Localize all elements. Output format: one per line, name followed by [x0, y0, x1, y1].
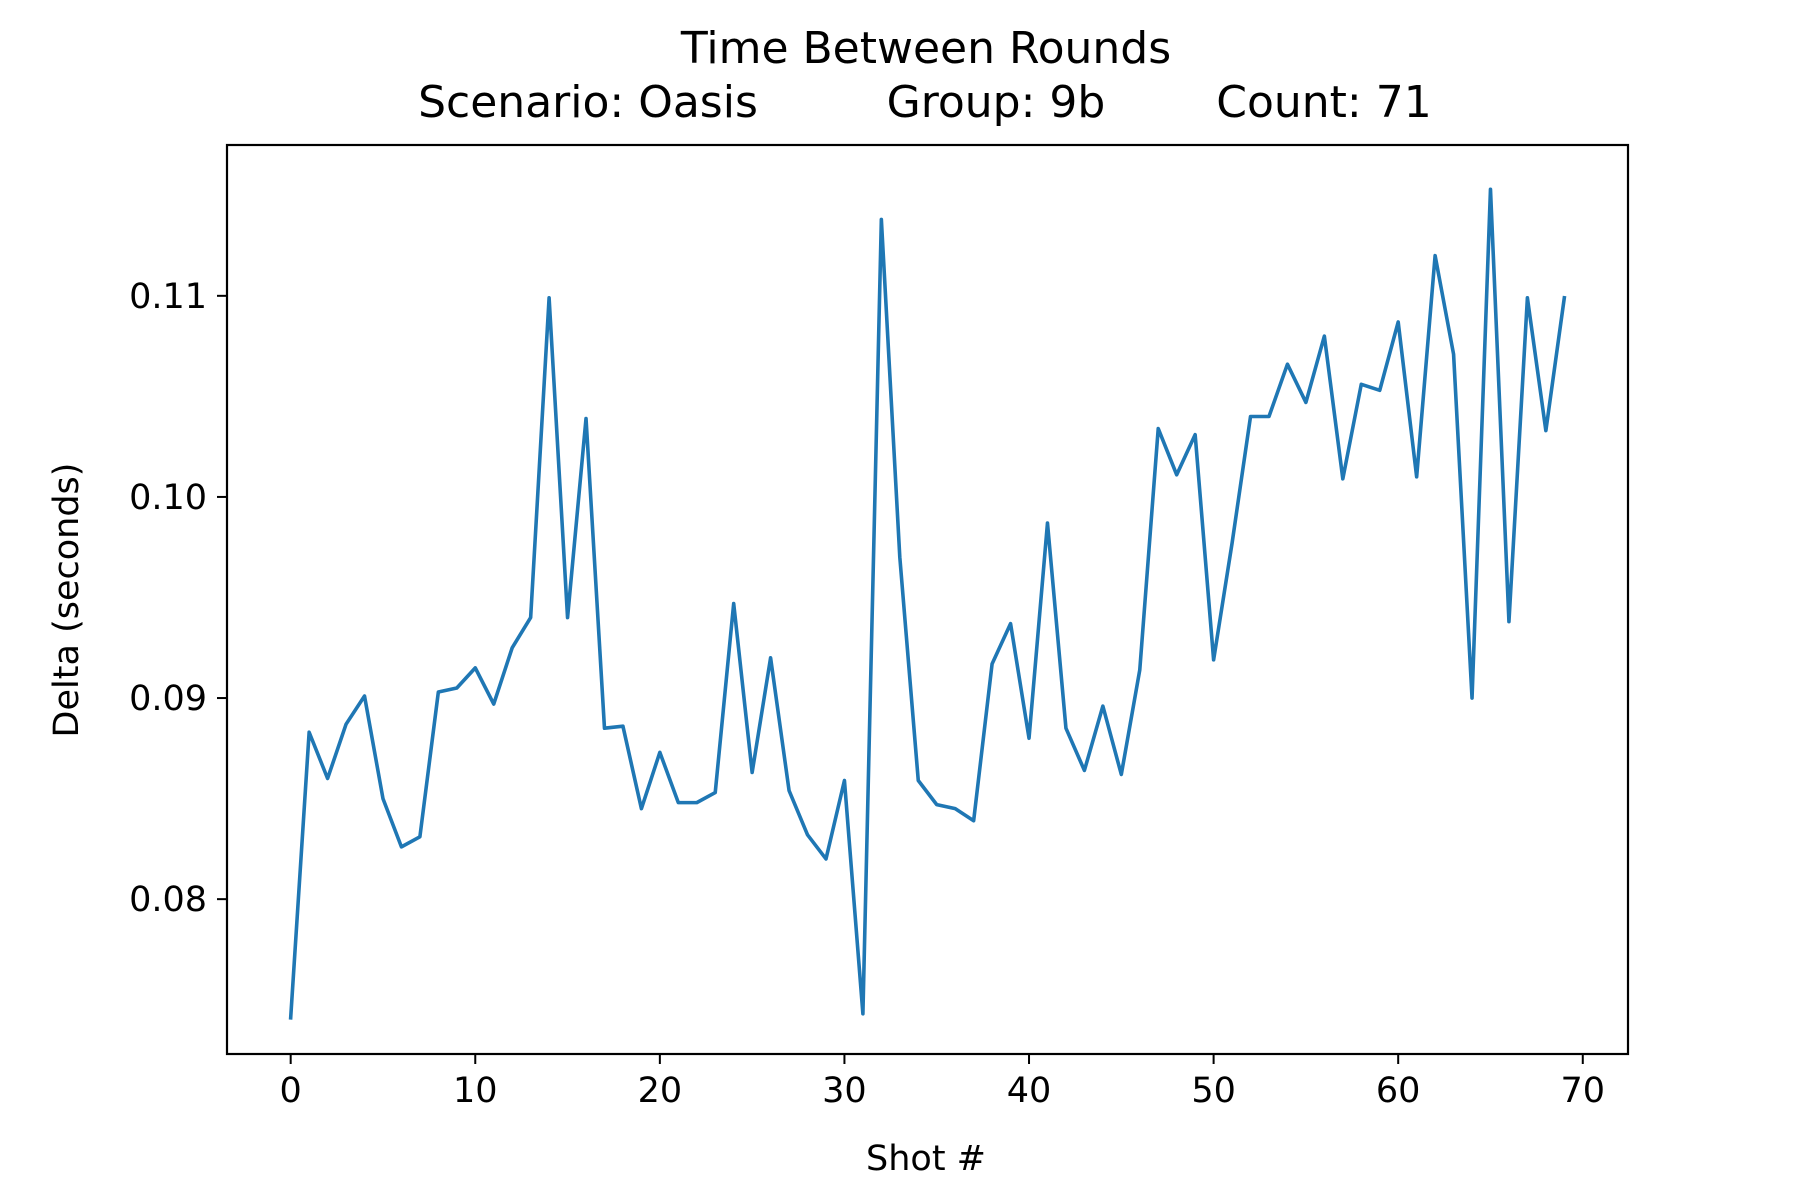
series-line [288, 187, 1567, 1020]
chart-title: Time Between Rounds [680, 23, 1171, 74]
x-tick-label: 30 [822, 1071, 867, 1111]
x-tick-label: 70 [1561, 1071, 1606, 1111]
x-tick-label: 0 [280, 1071, 302, 1111]
chart-subtitle-count: Count: 71 [1216, 77, 1431, 128]
chart-subtitle-group: Group: 9b [887, 77, 1106, 128]
x-tick-label: 10 [453, 1071, 498, 1111]
y-axis-label: Delta (seconds) [47, 463, 87, 738]
y-tick-label: 0.08 [129, 880, 207, 920]
y-tick-label: 0.11 [129, 277, 207, 317]
x-tick-label: 50 [1191, 1071, 1236, 1111]
ticks-layer: 0 10 20 30 40 50 60 70 0.08 0.09 0.10 0.11 [129, 277, 1605, 1111]
y-tick-label: 0.09 [129, 679, 207, 719]
plot-frame [225, 143, 1630, 1056]
x-tick-label: 60 [1376, 1071, 1421, 1111]
x-tick-label: 20 [638, 1071, 683, 1111]
y-tick-label: 0.10 [129, 478, 207, 518]
chart-subtitle-scenario: Scenario: Oasis [418, 77, 758, 128]
x-axis-label: Shot # [866, 1139, 986, 1179]
x-tick-label: 40 [1007, 1071, 1052, 1111]
